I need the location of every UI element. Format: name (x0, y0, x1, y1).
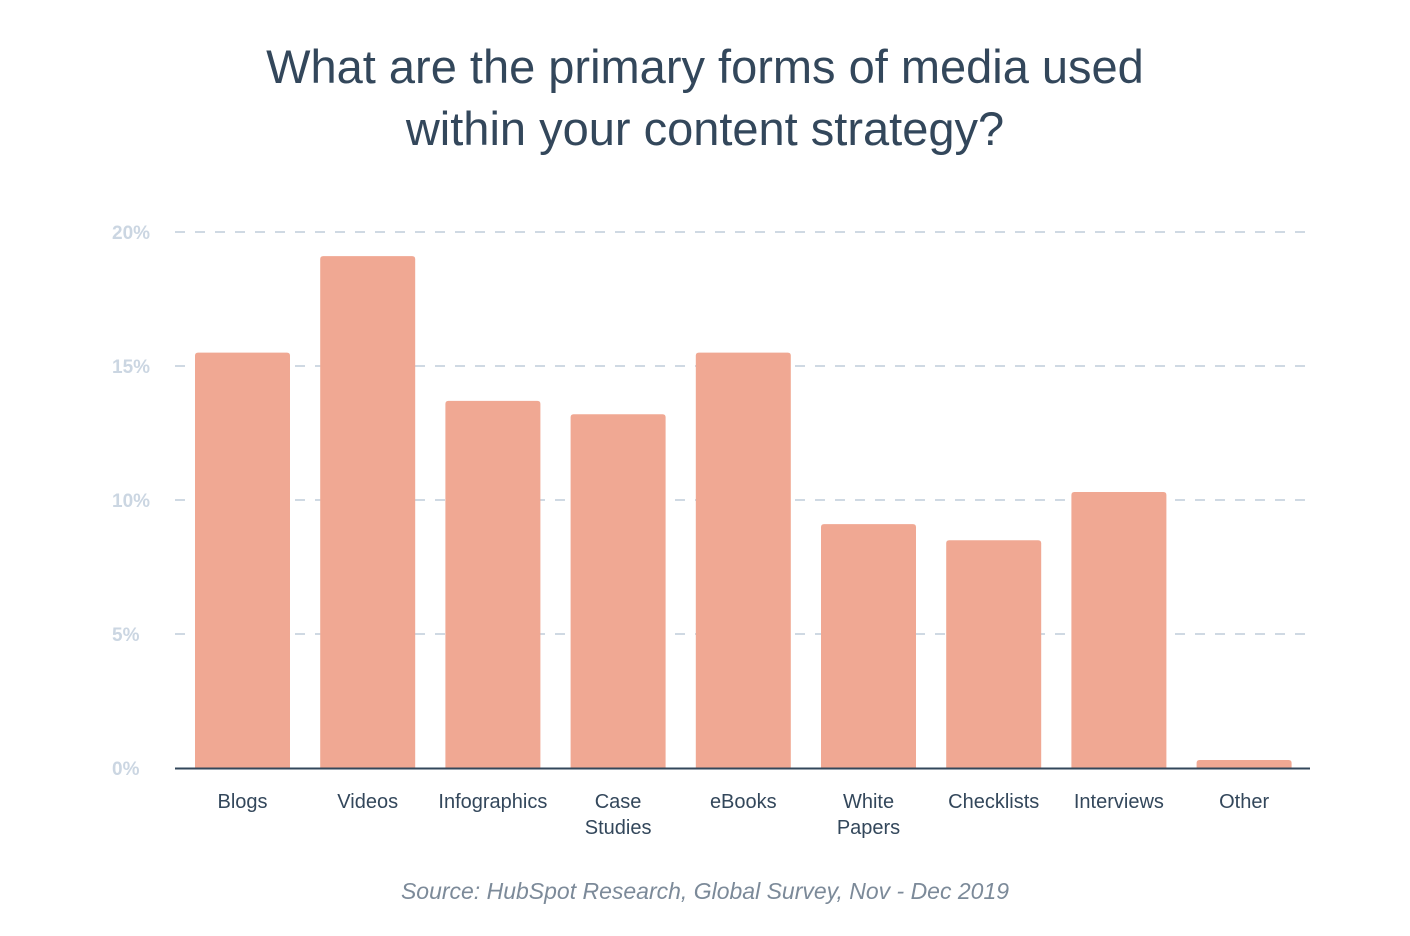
x-tick-label: Blogs (217, 791, 267, 813)
x-tick-label: Papers (837, 817, 900, 839)
bar (445, 400, 541, 768)
chart-title-line-2: within your content strategy? (405, 102, 1005, 155)
chart-title-line-1: What are the primary forms of media used (266, 40, 1144, 93)
bar (821, 524, 916, 768)
x-tick-label: eBooks (710, 791, 777, 813)
y-tick-label: 0% (112, 759, 140, 780)
y-tick-label: 20% (112, 223, 150, 244)
chart-title: What are the primary forms of media used… (0, 36, 1410, 160)
bar (195, 352, 290, 768)
x-tick-label: Checklists (948, 791, 1039, 813)
x-tick-label: Interviews (1074, 791, 1164, 813)
x-tick-label: Case (595, 791, 642, 813)
y-tick-label: 15% (112, 357, 150, 378)
x-tick-label: White (843, 791, 894, 813)
y-tick-label: 10% (112, 491, 150, 512)
x-tick-label: Studies (585, 817, 652, 839)
bar (695, 352, 791, 768)
y-tick-label: 5% (112, 625, 140, 646)
bar (320, 256, 416, 768)
x-tick-label: Videos (337, 791, 398, 813)
bar (1071, 491, 1167, 768)
x-tick-label: Infographics (438, 791, 547, 813)
bar (1196, 759, 1292, 768)
x-tick-label: Other (1219, 791, 1269, 813)
chart-source: Source: HubSpot Research, Global Survey,… (400, 878, 1010, 904)
bar (570, 414, 666, 768)
bar (946, 540, 1042, 768)
